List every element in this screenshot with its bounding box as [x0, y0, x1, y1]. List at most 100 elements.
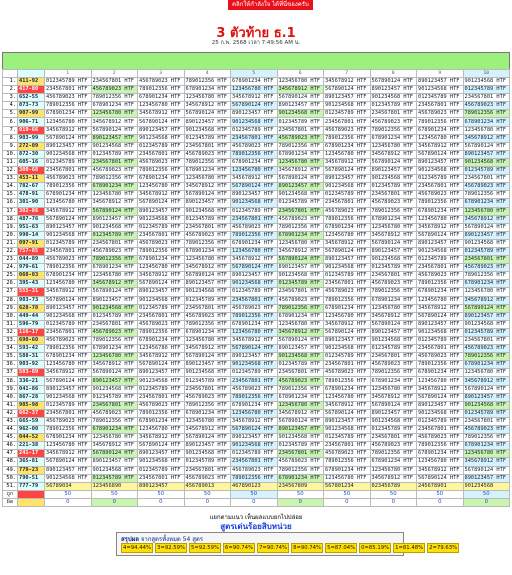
cell: 567890124 HTF — [323, 246, 371, 257]
cell: 890123457 HTF — [276, 101, 324, 111]
cell: 345678912 HTF — [462, 295, 510, 305]
tally-value: 50 — [416, 489, 464, 499]
row-number: 18. — [2, 214, 18, 224]
cell: 123456780 HTF — [276, 76, 324, 87]
cell: 789012356 HTF — [323, 376, 371, 386]
row-number: 30. — [2, 311, 18, 321]
cell: 456789023 HTF — [369, 360, 417, 370]
cell — [17, 497, 45, 507]
cell: 901234568 HTF — [183, 206, 231, 216]
row-id: 903-99 — [17, 133, 45, 143]
row-number: 9. — [2, 141, 18, 151]
row-number: 25. — [2, 271, 18, 281]
tally-value: 50 — [137, 489, 185, 499]
row: 34. 593-42 789012356 HTF 678901234 HTF 12345… — [2, 344, 510, 354]
cell: 012345789 HTF — [323, 109, 371, 119]
cell: 901234568 HTF — [183, 368, 231, 378]
row-number: 1. — [2, 76, 18, 87]
cell: 456789023 HTF — [230, 303, 278, 313]
row-id: 044-52 — [17, 433, 45, 443]
row-number: 17. — [2, 206, 18, 216]
cell: 567890124 HTF — [183, 271, 231, 281]
row-number: 31. — [2, 319, 18, 329]
cell: 890123457 HTF — [137, 125, 185, 135]
cell: 901234568 HTF — [137, 376, 185, 386]
cell: 567890124 HTF — [462, 141, 510, 151]
cell: 567890124 HTF — [90, 206, 138, 216]
row-number: 21. — [2, 238, 18, 248]
cell: 56789034 — [44, 481, 92, 491]
cell: 456789023 HTF — [276, 457, 324, 467]
cell: 234567801 HTF — [44, 327, 92, 338]
row-number: 4. — [2, 101, 18, 111]
cell: 789012356 HTF — [276, 384, 324, 394]
cell: 345678912 HTF — [416, 222, 464, 232]
row-id: 411-92 — [17, 76, 45, 87]
cell: 234567801 HTF — [323, 279, 371, 289]
row-id: 044-89 — [17, 255, 45, 265]
tally-value: 0 — [183, 497, 231, 507]
cell: 789012356 HTF — [44, 344, 92, 354]
cell: 012345789 HTF — [369, 101, 417, 111]
cell: 234567801 HTF — [90, 319, 138, 329]
cell: 234567801 HTF — [137, 149, 185, 159]
cell: 901234568 HTF — [44, 311, 92, 321]
cell: 012345789 HTF — [416, 93, 464, 103]
cell: 901234568 HTF — [369, 255, 417, 265]
cell: 678901234 HTF — [369, 295, 417, 305]
cell: 123456780 HTF — [44, 198, 92, 208]
cell: 901234568 HTF — [416, 166, 464, 176]
cell: 567890124 HTF — [137, 117, 185, 127]
cell: 012345789 HTF — [462, 166, 510, 176]
cell: 567890124 HTF — [90, 449, 138, 459]
cell: 789012356 HTF — [276, 222, 324, 232]
cell: 345678912 HTF — [462, 376, 510, 386]
row-id: 790-51 — [17, 473, 45, 483]
cell: 678901234 HTF — [369, 214, 417, 224]
cell: 012345789 HTF — [369, 263, 417, 273]
cell: 789012356 HTF — [462, 109, 510, 119]
cell: 123456780 HTF — [462, 206, 510, 216]
cell: 012345789 HTF — [44, 400, 92, 410]
cell: 345678912 HTF — [462, 457, 510, 467]
cell: 567890124 HTF — [323, 327, 371, 338]
cell: 012345789 HTF — [183, 295, 231, 305]
cell: 567890124 HTF — [462, 222, 510, 232]
cell: 234567801 HTF — [369, 190, 417, 200]
cell: 123456780 HTF — [137, 344, 185, 354]
cell: 901234568 HTF — [323, 101, 371, 111]
tally-label: ผิด — [2, 497, 18, 507]
cell: 901234568 HTF — [183, 125, 231, 135]
cell: 890123457 HTF — [44, 303, 92, 313]
cell: 901234568 HTF — [44, 392, 92, 402]
row: 37. 503-89 345678912 HTF 567890124 HTF 89012… — [2, 368, 510, 378]
cell: 678901234 HTF — [90, 344, 138, 354]
cell: 012345789 HTF — [369, 344, 417, 354]
cell: 456789023 HTF — [137, 238, 185, 248]
cell: 456789023 HTF — [416, 433, 464, 443]
cell: 567890124 HTF — [44, 214, 92, 224]
cell: 123456780 HTF — [416, 214, 464, 224]
cell: 678901234 HTF — [323, 465, 371, 475]
cell: 123456780 HTF — [276, 400, 324, 410]
cell: 678901234 HTF — [90, 101, 138, 111]
banner-link[interactable]: คลิกให้กำลังใจ ได้ที่นี่ของครับ — [228, 0, 313, 10]
row: 36. 903-92 123456780 HTF 345678912 HTF 56789… — [2, 360, 510, 370]
cell: 345678912 HTF — [230, 416, 278, 427]
cell: 890123457 HTF — [230, 109, 278, 119]
cell: 567890124 HTF — [276, 416, 324, 427]
cell: 901234568 HTF — [276, 352, 324, 362]
cell: 890123457 HTF — [230, 433, 278, 443]
cell: 234567801 HTF — [183, 465, 231, 475]
cell: 123456780 HTF — [276, 319, 324, 329]
cell: 456789023 HTF — [416, 352, 464, 362]
cell: 678901234 HTF — [137, 93, 185, 103]
cell: 901234568 HTF — [369, 335, 417, 346]
cell: 456789023 HTF — [230, 465, 278, 475]
cell: 890123457 HTF — [416, 400, 464, 410]
cell: 890123457 HTF — [416, 76, 464, 87]
cell: 789012356 HTF — [230, 311, 278, 321]
cell: 012345789 HTF — [90, 311, 138, 321]
cell: 890123457 HTF — [44, 141, 92, 151]
row-number: 34. — [2, 344, 18, 354]
